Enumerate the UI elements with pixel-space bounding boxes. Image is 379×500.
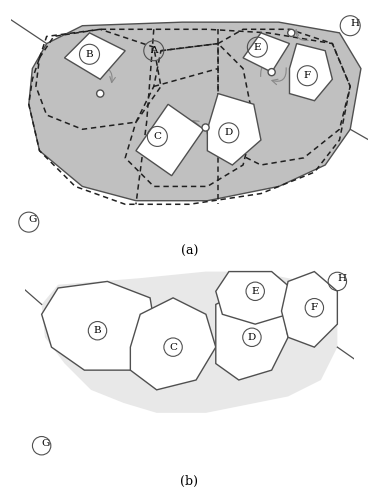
- Text: G: G: [29, 215, 37, 224]
- Text: E: E: [254, 42, 261, 51]
- Polygon shape: [136, 104, 204, 176]
- Polygon shape: [216, 272, 294, 324]
- Circle shape: [268, 68, 275, 75]
- Text: (b): (b): [180, 476, 199, 488]
- Polygon shape: [290, 44, 332, 100]
- Polygon shape: [243, 33, 290, 72]
- Polygon shape: [130, 298, 216, 390]
- Text: F: F: [304, 71, 311, 80]
- Text: F: F: [311, 303, 318, 312]
- Polygon shape: [42, 282, 157, 370]
- Text: G: G: [42, 438, 50, 448]
- Polygon shape: [282, 272, 337, 347]
- Circle shape: [288, 30, 295, 36]
- Text: H: H: [337, 274, 346, 283]
- Polygon shape: [64, 33, 125, 80]
- Text: C: C: [169, 342, 177, 351]
- Text: E: E: [251, 287, 259, 296]
- Text: B: B: [86, 50, 93, 59]
- Text: B: B: [94, 326, 101, 335]
- Text: C: C: [153, 132, 161, 141]
- Circle shape: [97, 90, 104, 97]
- Text: D: D: [248, 333, 256, 342]
- Polygon shape: [42, 272, 337, 413]
- Polygon shape: [216, 288, 288, 380]
- Text: D: D: [225, 128, 233, 138]
- Polygon shape: [29, 22, 361, 201]
- Text: A: A: [150, 46, 158, 55]
- Text: (a): (a): [181, 245, 198, 258]
- Text: H: H: [350, 18, 359, 28]
- Circle shape: [202, 124, 209, 131]
- Polygon shape: [207, 94, 261, 165]
